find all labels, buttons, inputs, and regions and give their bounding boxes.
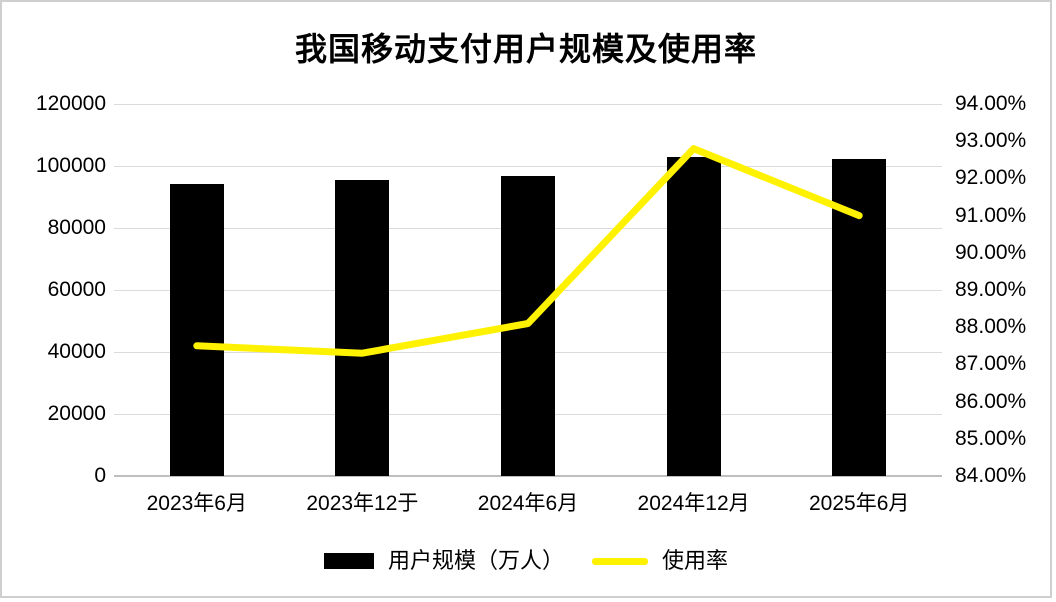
bar — [666, 157, 721, 476]
x-axis-label: 2023年6月 — [146, 492, 247, 515]
y-axis-label-right: 84.00% — [955, 464, 1027, 487]
y-axis-label-left: 20000 — [47, 402, 106, 425]
legend-line-swatch-icon — [592, 557, 648, 565]
y-axis-label-right: 86.00% — [955, 389, 1027, 413]
plot-area: 120000 100000 80000 60000 40000 20000 0 94.00% 9… — [2, 2, 1050, 596]
bar — [501, 175, 555, 476]
y-axis-label-left: 80000 — [47, 216, 106, 239]
legend-line-label: 使用率 — [662, 548, 729, 573]
y-axis-label-right: 93.00% — [955, 129, 1027, 153]
y-axis-label-left: 60000 — [47, 278, 106, 301]
y-axis-label-left: 0 — [94, 464, 106, 487]
y-axis-label-right: 91.00% — [955, 203, 1027, 227]
bar — [832, 159, 887, 476]
gridline — [114, 166, 942, 167]
x-axis-line — [114, 475, 942, 477]
x-axis-label: 2024年6月 — [477, 492, 579, 515]
y-axis-label-right: 88.00% — [955, 315, 1027, 339]
y-axis-label-right: 89.00% — [955, 278, 1027, 301]
x-axis-label: 2025年6月 — [808, 492, 910, 515]
legend-bar-label: 用户规模（万人） — [387, 548, 564, 573]
legend: 用户规模（万人） 使用率 — [2, 548, 1050, 574]
chart-title: 我国移动支付用户规模及使用率 — [294, 31, 757, 67]
bar — [169, 183, 224, 476]
bar — [335, 180, 390, 476]
y-axis-label-right: 85.00% — [955, 426, 1027, 450]
x-axis-label: 2023年12于 — [306, 492, 419, 515]
y-axis-label-right: 90.00% — [955, 240, 1027, 264]
y-axis-label-left: 100000 — [35, 154, 106, 177]
legend-bar-swatch-icon — [323, 553, 374, 569]
y-axis-label-left: 120000 — [35, 92, 106, 115]
y-axis-label-left: 40000 — [47, 340, 106, 363]
y-axis-label-right: 94.00% — [955, 92, 1027, 115]
gridline — [114, 104, 942, 105]
x-axis-label: 2024年12月 — [637, 492, 750, 515]
y-axis-label-right: 87.00% — [955, 352, 1027, 376]
y-axis-label-right: 92.00% — [955, 166, 1027, 190]
